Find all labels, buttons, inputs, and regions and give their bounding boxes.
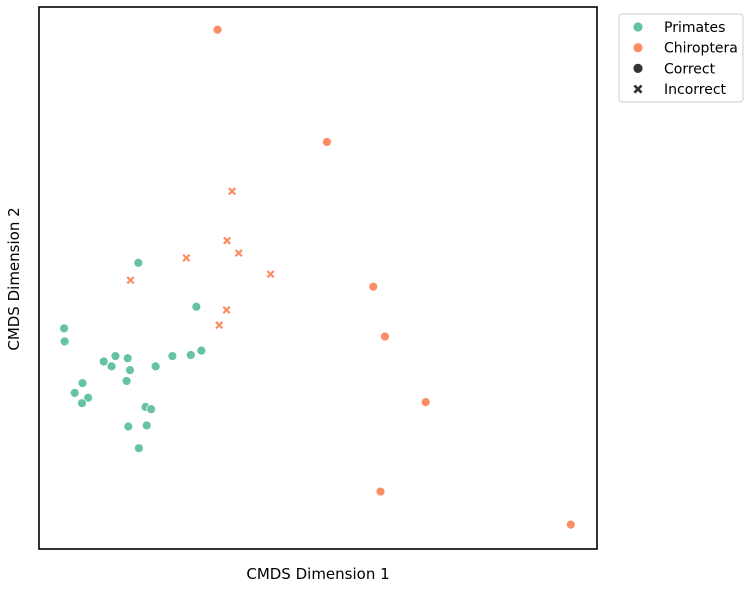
plot-frame bbox=[38, 6, 598, 550]
chiroptera-correct-point bbox=[322, 137, 332, 147]
chiroptera-correct-point bbox=[380, 331, 390, 342]
primates-correct-point bbox=[77, 378, 88, 389]
chiroptera-incorrect-point bbox=[182, 253, 191, 262]
primates-correct-point bbox=[133, 443, 144, 454]
legend-label-correct: Correct bbox=[664, 61, 716, 77]
primates-correct-point bbox=[191, 301, 202, 312]
primates-correct-point bbox=[110, 351, 121, 361]
legend-frame bbox=[618, 13, 744, 103]
primates-correct-point bbox=[77, 398, 87, 409]
primates-correct-point bbox=[133, 257, 144, 268]
primates-correct-point bbox=[146, 404, 157, 415]
legend-label-chiroptera: Chiroptera bbox=[664, 41, 738, 57]
primates-correct-point bbox=[121, 376, 132, 386]
legend-marker-correct bbox=[632, 63, 644, 74]
legend-label-incorrect: Incorrect bbox=[664, 82, 727, 98]
chiroptera-correct-point bbox=[565, 519, 576, 530]
y-axis-label: CMDS Dimension 2 bbox=[5, 207, 23, 350]
primates-correct-point bbox=[69, 388, 80, 398]
legend-marker-primates bbox=[632, 21, 644, 33]
chiroptera-correct-point bbox=[368, 281, 379, 292]
primates-correct-point bbox=[83, 392, 94, 403]
chiroptera-correct-point bbox=[375, 486, 386, 497]
legend: Primates Chiroptera Correct Incorrect bbox=[618, 13, 744, 103]
chiroptera-correct-point bbox=[420, 397, 431, 408]
primates-correct-point bbox=[98, 356, 109, 367]
primates-correct-point bbox=[59, 323, 70, 334]
chiroptera-incorrect-point bbox=[215, 321, 224, 330]
primates-correct-point bbox=[106, 361, 117, 372]
primates-correct-point bbox=[196, 345, 207, 356]
primates-correct-point bbox=[123, 421, 134, 432]
chiroptera-incorrect-point bbox=[228, 187, 237, 196]
legend-label-primates: Primates bbox=[664, 20, 725, 36]
chiroptera-incorrect-point bbox=[234, 249, 243, 258]
primates-correct-point bbox=[59, 336, 70, 347]
primates-correct-point bbox=[185, 350, 196, 360]
chiroptera-correct-point bbox=[212, 24, 223, 35]
legend-marker-chiroptera bbox=[632, 42, 644, 54]
data-points bbox=[59, 24, 576, 530]
chiroptera-incorrect-point bbox=[223, 236, 232, 245]
primates-correct-point bbox=[167, 351, 178, 361]
primates-correct-point bbox=[141, 420, 152, 431]
primates-correct-point bbox=[125, 365, 135, 376]
chiroptera-incorrect-point bbox=[222, 306, 231, 314]
legend-items: Primates Chiroptera Correct Incorrect bbox=[632, 20, 738, 98]
chiroptera-incorrect-point bbox=[126, 276, 135, 285]
primates-correct-point bbox=[150, 361, 161, 372]
x-axis-label: CMDS Dimension 1 bbox=[246, 565, 389, 583]
primates-correct-point bbox=[122, 353, 133, 364]
chiroptera-incorrect-point bbox=[266, 270, 275, 279]
legend-marker-incorrect bbox=[633, 84, 643, 94]
